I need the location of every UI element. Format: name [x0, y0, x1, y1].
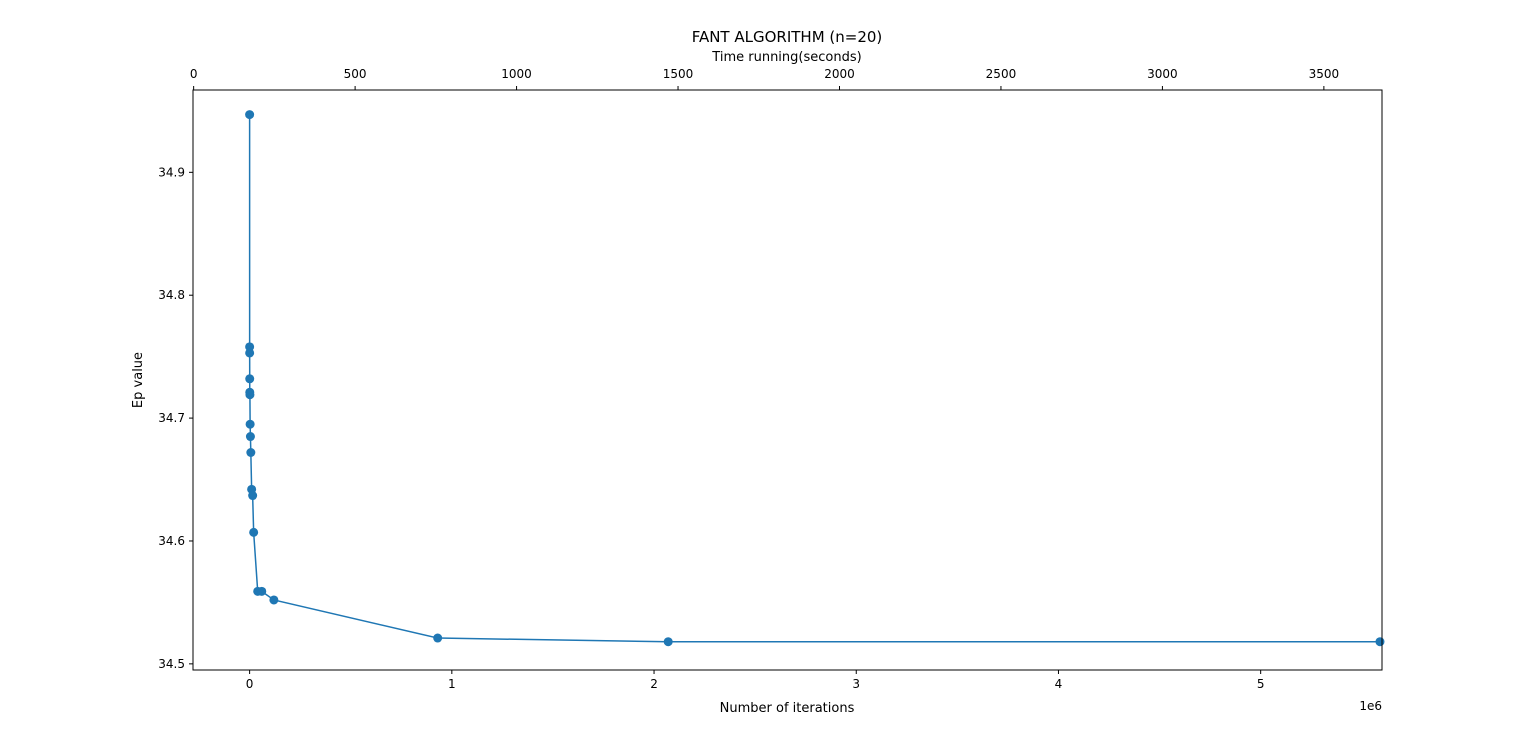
data-point [257, 586, 267, 596]
top-x-tick-label: 2000 [824, 67, 855, 81]
data-point [1375, 637, 1385, 647]
y-axis-label: Ep value [131, 352, 146, 408]
x-axis-label: Number of iterations [720, 701, 855, 716]
x-tick-label: 0 [246, 677, 254, 691]
x-tick-label: 4 [1055, 677, 1063, 691]
series-layer [245, 110, 1385, 647]
data-point [245, 419, 255, 429]
data-point [663, 637, 673, 647]
y-tick-label: 34.7 [158, 411, 185, 425]
data-point [433, 633, 443, 643]
y-tick-label: 34.8 [158, 288, 185, 302]
data-point [249, 527, 259, 537]
data-point [245, 390, 255, 400]
top-x-tick-label: 2500 [986, 67, 1017, 81]
x-offset-label: 1e6 [1359, 699, 1382, 713]
data-point [269, 595, 279, 605]
data-point [245, 374, 255, 384]
top-x-tick-label: 500 [344, 67, 367, 81]
top-x-tick-label: 1000 [501, 67, 532, 81]
top-x-tick-label: 1500 [663, 67, 694, 81]
data-point [245, 110, 255, 120]
data-point [245, 348, 255, 358]
top-x-tick-label: 3500 [1309, 67, 1340, 81]
top-x-tick-label: 0 [190, 67, 198, 81]
top-x-axis-label: Time running(seconds) [711, 50, 861, 65]
top-x-tick-label: 3000 [1147, 67, 1178, 81]
x-tick-label: 1 [448, 677, 456, 691]
series-line [248, 114, 1380, 643]
data-point [245, 432, 255, 442]
axis-ticks: 0 1 2 3 4 5 0 500 1000 1500 2000 2500 3000 3500 34.5 34… [158, 67, 1339, 691]
y-tick-label: 34.5 [158, 657, 185, 671]
plot-frame [192, 89, 1383, 671]
data-point [248, 491, 258, 501]
x-tick-label: 5 [1257, 677, 1265, 691]
y-tick-label: 34.9 [158, 165, 185, 179]
chart-title: FANT ALGORITHM (n=20) [692, 28, 883, 46]
x-tick-label: 3 [852, 677, 860, 691]
data-point [246, 448, 256, 457]
x-tick-label: 2 [650, 677, 658, 691]
y-tick-label: 34.6 [158, 534, 185, 548]
